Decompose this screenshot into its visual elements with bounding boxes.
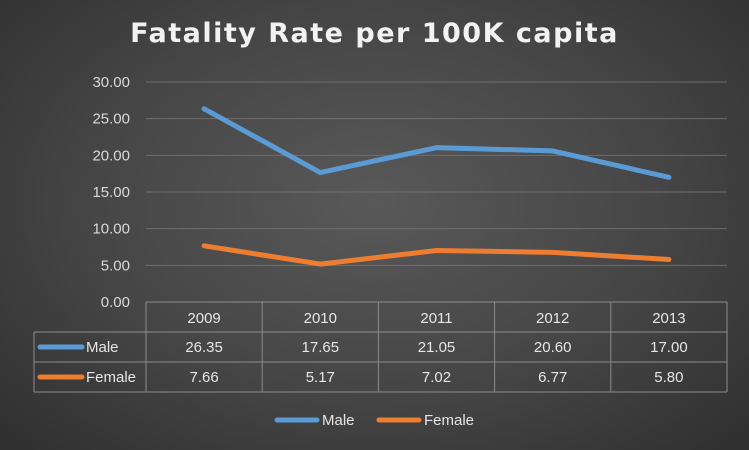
table-row-label-male: Male [86,339,119,356]
data-label-female: 5.17 [306,369,335,386]
chart-title: Fatality Rate per 100K capita [130,18,619,49]
series-lines [201,106,672,267]
data-label-female: 7.66 [189,369,218,386]
y-tick-label: 0.00 [101,294,130,311]
y-tick-label: 5.00 [101,257,130,274]
gridlines [146,81,727,266]
series-line-male [201,106,672,180]
x-category-label: 2013 [652,310,685,327]
data-label-male: 20.60 [534,339,572,356]
y-tick-label: 25.00 [92,111,130,128]
data-label-female: 5.80 [654,369,683,386]
y-tick-label: 10.00 [92,221,130,238]
data-table: 2009 2010 2011 2012 2013 Male 26.35 17.65 21.05 2… [33,301,728,393]
data-label-male: 17.00 [650,339,688,356]
data-label-male: 26.35 [185,339,223,356]
x-category-label: 2009 [187,310,220,327]
y-tick-label: 15.00 [92,184,130,201]
data-label-female: 6.77 [538,369,567,386]
data-label-male: 21.05 [418,339,456,356]
x-category-label: 2010 [304,310,337,327]
y-axis-ticks: 0.00 5.00 10.00 15.00 20.00 25.00 30.00 [92,74,130,311]
legend: Male Female [274,412,474,429]
data-label-female: 7.02 [422,369,451,386]
y-tick-label: 30.00 [92,74,130,91]
x-category-label: 2012 [536,310,569,327]
series-line-female [201,243,672,267]
x-category-label: 2011 [420,310,452,327]
legend-label-male: Male [322,412,355,429]
legend-label-female: Female [424,412,474,429]
data-label-male: 17.65 [302,339,340,356]
y-tick-label: 20.00 [92,147,130,164]
table-row-label-female: Female [86,369,136,386]
